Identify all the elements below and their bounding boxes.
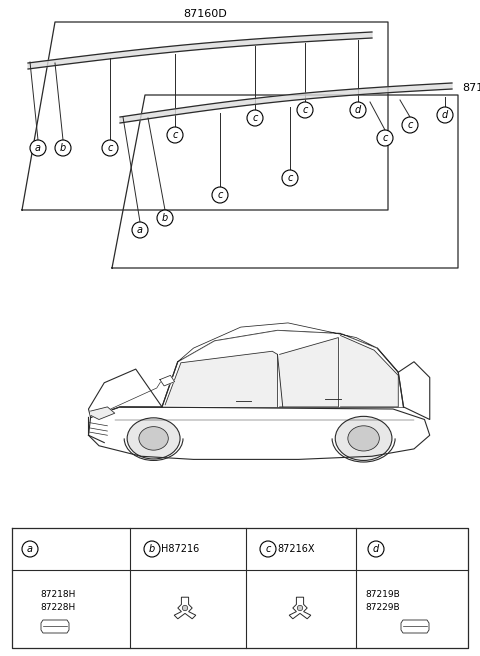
Polygon shape [279,338,338,407]
Text: b: b [149,544,155,554]
Polygon shape [401,620,429,633]
Ellipse shape [348,426,379,451]
Text: 87216X: 87216X [277,544,315,554]
Polygon shape [289,597,311,619]
Text: 87219B
87229B: 87219B 87229B [365,590,400,611]
Text: c: c [382,133,388,143]
Circle shape [167,127,183,143]
Polygon shape [178,323,377,361]
Circle shape [377,130,393,146]
Polygon shape [160,375,175,386]
Circle shape [297,102,313,118]
Circle shape [212,187,228,203]
Polygon shape [174,597,196,619]
Polygon shape [41,620,69,633]
Text: a: a [137,225,143,235]
Text: c: c [108,143,113,153]
Text: d: d [373,544,379,554]
Text: c: c [217,190,223,200]
Circle shape [247,110,263,126]
Text: a: a [35,143,41,153]
Polygon shape [28,32,372,69]
Text: c: c [252,113,258,123]
Ellipse shape [127,418,180,459]
Text: d: d [355,105,361,115]
Circle shape [182,605,188,611]
Circle shape [22,541,38,557]
Text: c: c [302,105,308,115]
Text: d: d [442,110,448,120]
Circle shape [144,541,160,557]
Polygon shape [340,335,398,407]
Circle shape [297,605,303,611]
Polygon shape [120,83,452,123]
Polygon shape [165,351,277,407]
Text: 87218H
87228H: 87218H 87228H [40,590,75,611]
Circle shape [55,140,71,156]
Circle shape [437,107,453,123]
Text: c: c [265,544,271,554]
Ellipse shape [139,426,168,450]
Text: b: b [60,143,66,153]
Polygon shape [162,330,404,407]
Circle shape [368,541,384,557]
Text: b: b [162,213,168,223]
Polygon shape [88,369,162,417]
Text: 87160C: 87160C [462,83,480,93]
Text: c: c [408,120,413,130]
Ellipse shape [335,417,392,461]
Polygon shape [88,407,430,459]
Circle shape [350,102,366,118]
Circle shape [30,140,46,156]
Circle shape [102,140,118,156]
Text: 87160D: 87160D [183,9,227,19]
Circle shape [282,170,298,186]
Circle shape [260,541,276,557]
Polygon shape [91,407,115,419]
Text: H87216: H87216 [161,544,199,554]
Text: c: c [172,130,178,140]
Text: c: c [288,173,293,183]
Circle shape [132,222,148,238]
Polygon shape [398,361,430,419]
Text: a: a [27,544,33,554]
Circle shape [157,210,173,226]
Circle shape [402,117,418,133]
